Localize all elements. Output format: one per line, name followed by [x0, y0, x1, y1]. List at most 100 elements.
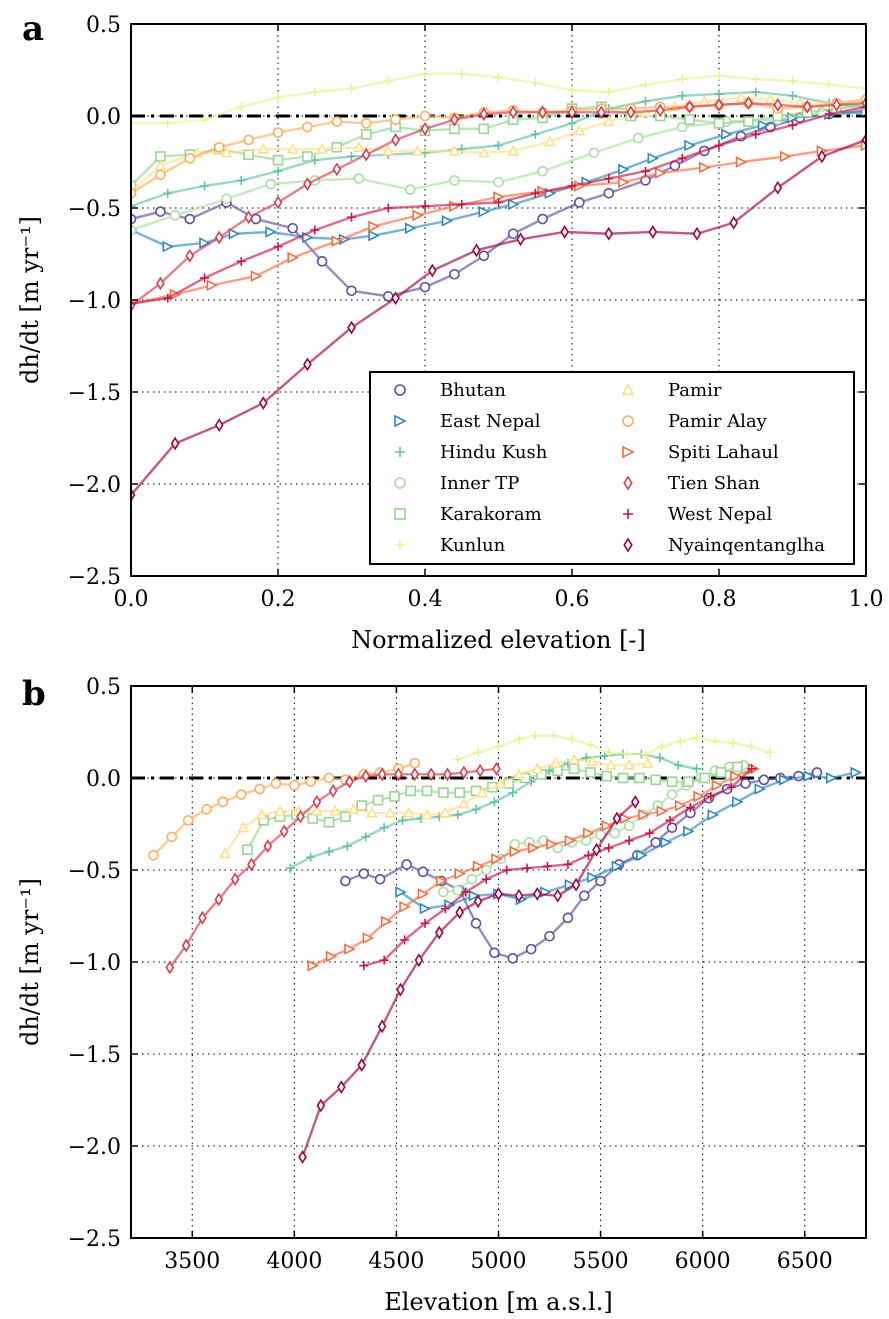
data-point — [310, 225, 320, 235]
data-point — [454, 867, 466, 880]
data-point — [683, 825, 695, 838]
data-point — [744, 96, 753, 111]
data-point — [440, 904, 450, 914]
series-line-spiti-lahaul — [131, 144, 866, 305]
data-point — [527, 842, 540, 854]
data-point — [336, 1080, 346, 1095]
data-point — [219, 847, 231, 859]
data-point — [660, 836, 673, 849]
data-point — [285, 863, 295, 873]
y-tick-label: −2.5 — [68, 565, 121, 590]
data-point — [449, 268, 460, 280]
data-point — [302, 121, 313, 133]
data-point — [655, 753, 665, 763]
legend-marker — [623, 475, 633, 491]
data-point — [347, 212, 356, 222]
data-point — [243, 134, 254, 146]
data-point — [516, 232, 525, 247]
data-point — [250, 270, 263, 282]
data-point — [765, 747, 775, 757]
series-line-west-nepal — [363, 767, 753, 967]
data-point — [728, 738, 738, 748]
data-point — [779, 774, 791, 786]
data-point — [163, 118, 173, 128]
data-point — [409, 757, 421, 769]
data-point — [426, 767, 436, 782]
data-point — [459, 765, 469, 780]
data-point — [507, 198, 520, 211]
data-point — [585, 740, 595, 750]
data-point — [480, 864, 492, 876]
data-point — [470, 918, 482, 929]
data-point — [169, 210, 181, 221]
data-point — [475, 763, 485, 778]
data-point — [546, 838, 558, 851]
legend-label: Pamir Alay — [668, 411, 768, 432]
legend-label: Inner TP — [440, 473, 519, 494]
data-point — [236, 102, 246, 112]
data-point — [494, 777, 507, 789]
data-point — [323, 772, 335, 784]
data-point — [530, 188, 540, 198]
data-point — [564, 834, 577, 847]
data-point — [414, 953, 424, 968]
data-point — [481, 874, 491, 884]
y-tick-label: −1.5 — [68, 381, 121, 406]
data-point — [345, 774, 354, 789]
data-point — [732, 796, 744, 808]
data-point — [449, 200, 461, 212]
data-point — [214, 418, 224, 433]
data-point — [217, 796, 229, 808]
data-point — [632, 132, 644, 144]
data-point — [507, 953, 519, 964]
data-point — [325, 950, 338, 963]
data-point — [645, 828, 655, 838]
data-point — [405, 785, 417, 797]
data-point — [438, 787, 449, 799]
data-point — [476, 786, 489, 798]
legend-label: Bhutan — [440, 380, 506, 401]
legend-label: Tien Shan — [668, 473, 760, 494]
data-point — [356, 800, 368, 811]
data-point — [263, 839, 273, 853]
data-point — [420, 918, 430, 928]
data-point — [390, 114, 401, 125]
data-point — [735, 91, 747, 103]
data-point — [611, 860, 624, 873]
data-point — [618, 176, 630, 189]
data-point — [165, 960, 175, 975]
data-point — [156, 276, 165, 291]
data-point — [457, 797, 470, 809]
data-point — [494, 72, 503, 82]
series-group — [131, 69, 866, 502]
data-point — [455, 905, 465, 920]
y-tick-label: 0.0 — [86, 105, 121, 130]
data-point — [603, 187, 615, 199]
data-point — [411, 144, 424, 156]
data-point — [310, 804, 323, 816]
data-point — [714, 140, 724, 150]
data-point — [562, 912, 574, 924]
data-point — [730, 770, 742, 782]
data-point — [706, 791, 716, 801]
y-tick-label: −0.5 — [68, 197, 121, 222]
panel-label-b: b — [22, 674, 46, 714]
x-axis-label: Normalized elevation [-] — [351, 626, 646, 654]
data-point — [537, 213, 548, 225]
data-point — [316, 1098, 326, 1113]
data-point — [685, 99, 694, 114]
y-tick-label: −1.0 — [68, 289, 121, 314]
data-point — [699, 772, 711, 784]
x-tick-label: 6500 — [777, 1249, 833, 1274]
data-point — [331, 116, 343, 127]
data-point — [494, 887, 503, 901]
data-point — [201, 803, 212, 815]
y-tick-label: −2.5 — [68, 1227, 121, 1252]
data-point — [383, 76, 393, 86]
data-point — [624, 836, 634, 846]
data-point — [419, 902, 432, 915]
data-point — [779, 150, 792, 163]
data-point — [586, 755, 599, 767]
data-point — [296, 809, 305, 824]
legend-marker — [622, 415, 634, 427]
